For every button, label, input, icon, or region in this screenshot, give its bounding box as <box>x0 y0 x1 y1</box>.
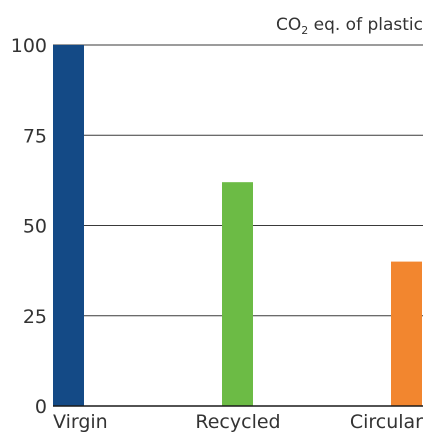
x-category-label-circular: Circular <box>350 411 423 433</box>
bar-virgin <box>53 45 84 406</box>
bar-recycled <box>222 182 253 406</box>
y-axis-ticks: 0 25 50 75 100 <box>11 35 47 418</box>
bar-circular <box>391 261 422 406</box>
x-category-label-virgin: Virgin <box>53 411 108 433</box>
chart-title-suffix: eq. of plastic <box>308 15 423 35</box>
y-tick-label: 0 <box>35 396 47 418</box>
chart-title: CO2 eq. of plastic <box>276 15 423 37</box>
y-tick-label: 50 <box>23 216 47 238</box>
y-tick-label: 25 <box>23 306 47 328</box>
y-tick-label: 75 <box>23 125 47 147</box>
x-axis-labels: Virgin Recycled Circular <box>53 411 423 433</box>
chart-title-prefix: CO <box>276 15 301 35</box>
x-category-label-recycled: Recycled <box>195 411 280 433</box>
bars <box>53 45 422 406</box>
chart-title-subscript: 2 <box>301 24 308 37</box>
y-tick-label: 100 <box>11 35 47 57</box>
